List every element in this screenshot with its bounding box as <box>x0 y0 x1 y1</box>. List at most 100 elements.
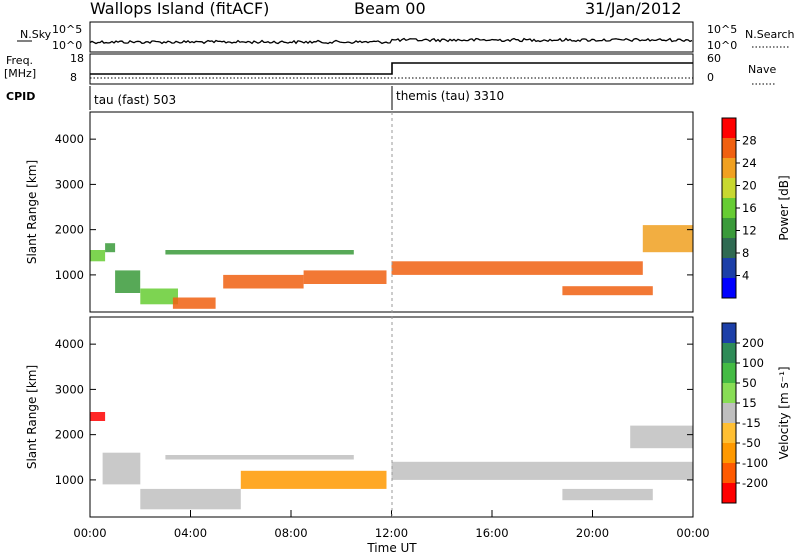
cpid-label: CPID <box>6 90 35 103</box>
colorbar-label-5: 8 <box>742 246 749 260</box>
scatter-band-8 <box>391 261 643 275</box>
nsky-strip: N.Sky 10^5 10^0 10^5 10^0 N.Search <box>17 21 795 53</box>
ytick-label-3: 4000 <box>55 337 84 351</box>
colorbar-segment-7 <box>722 138 736 158</box>
velocity-marks <box>90 412 693 510</box>
freq-tick-bottom: 8 <box>70 71 77 84</box>
colorbar-segment-1 <box>722 258 736 278</box>
nsearch-tick-bottom: 10^0 <box>707 39 737 52</box>
colorbar-label-2: 20 <box>742 179 757 193</box>
xtick-label-3: 12:00 <box>375 526 408 540</box>
scatter-band-6 <box>303 270 387 284</box>
ytick-label-0: 1000 <box>55 268 84 282</box>
colorbar-label-1: 100 <box>742 356 764 370</box>
colorbar-label-0: 200 <box>742 336 764 350</box>
power-ylabel: Slant Range [km] <box>25 160 39 264</box>
scatter-band-0 <box>90 412 106 421</box>
ytick-label-3: 4000 <box>55 132 84 146</box>
freq-tick-top: 18 <box>70 52 84 65</box>
scatter-band-2 <box>115 270 141 293</box>
x-ticks: 00:00 04:00 08:00 12:00 16:00 20:00 00:00 <box>73 510 710 540</box>
scatter-band-4 <box>165 455 354 460</box>
ytick-label-0: 1000 <box>55 473 84 487</box>
power-colorbar-label: Power [dB] <box>777 175 791 240</box>
colorbar-segment-8 <box>722 118 736 138</box>
cpid-segment-1: themis (tau) 3310 <box>396 89 504 103</box>
scatter-band-5 <box>391 461 693 480</box>
scatter-band-3 <box>240 470 387 489</box>
velocity-ylabel: Slant Range [km] <box>25 365 39 469</box>
nsky-trace <box>89 37 693 45</box>
scatter-band-1 <box>102 452 141 485</box>
colorbar-segment-0 <box>722 483 736 503</box>
colorbar-label-5: -50 <box>742 436 761 450</box>
power-colorbar: 28 24 20 16 12 8 4 <box>721 117 757 299</box>
power-yticks: 1000 2000 3000 4000 <box>55 132 693 282</box>
colorbar-label-0: 28 <box>742 134 757 148</box>
colorbar-segment-2 <box>722 238 736 258</box>
velocity-colorbar: 200 100 50 15 -15 -50 -100 -200 <box>721 322 768 504</box>
beam-title: Beam 00 <box>354 0 426 18</box>
colorbar-segment-3 <box>722 423 736 443</box>
colorbar-segment-1 <box>722 463 736 483</box>
colorbar-label-1: 24 <box>742 156 757 170</box>
cpid-segment-0: tau (fast) 503 <box>94 93 176 107</box>
nsky-tick-top: 10^5 <box>52 23 82 36</box>
scatter-band-0 <box>90 250 106 262</box>
xtick-label-6: 00:00 <box>676 526 709 540</box>
ytick-label-1: 2000 <box>55 428 84 442</box>
colorbar-label-6: -100 <box>742 456 768 470</box>
colorbar-label-2: 50 <box>742 376 757 390</box>
colorbar-segment-5 <box>722 383 736 403</box>
colorbar-segment-7 <box>722 343 736 363</box>
scatter-band-3 <box>140 288 178 305</box>
scatter-band-7 <box>630 425 693 449</box>
xtick-label-4: 16:00 <box>475 526 508 540</box>
colorbar-segment-5 <box>722 178 736 198</box>
freq-strip: Freq. [MHz] 18 8 60 0 Nave <box>4 52 776 85</box>
nsearch-label: N.Search <box>745 28 795 41</box>
nave-tick-bottom: 0 <box>707 71 714 84</box>
date-title: 31/Jan/2012 <box>585 0 682 18</box>
colorbar-label-4: -15 <box>742 416 761 430</box>
scatter-band-7 <box>165 250 354 255</box>
scatter-band-4 <box>172 297 216 309</box>
nsky-label: N.Sky <box>20 28 52 41</box>
scatter-band-6 <box>562 488 653 501</box>
colorbar-segment-0 <box>722 278 736 298</box>
freq-trace <box>90 62 693 75</box>
power-panel: 1000 2000 3000 4000 Slant Range [km] <box>25 111 694 313</box>
colorbar-frame <box>721 322 737 504</box>
scatter-band-1 <box>105 243 116 253</box>
xtick-label-5: 20:00 <box>576 526 609 540</box>
nave-tick-top: 60 <box>707 52 721 65</box>
nsearch-tick-top: 10^5 <box>707 23 737 36</box>
xtick-label-1: 04:00 <box>174 526 207 540</box>
colorbar-label-7: -200 <box>742 476 768 490</box>
cpid-strip: CPID tau (fast) 503 themis (tau) 3310 <box>6 86 504 110</box>
velocity-colorbar-label: Velocity [m s⁻¹] <box>777 366 791 459</box>
station-title: Wallops Island (fitACF) <box>90 0 269 18</box>
colorbar-segment-4 <box>722 198 736 218</box>
ytick-label-2: 3000 <box>55 382 84 396</box>
nave-label: Nave <box>748 63 776 76</box>
ytick-label-2: 3000 <box>55 177 84 191</box>
scatter-band-5 <box>223 274 304 289</box>
colorbar-segment-8 <box>722 323 736 343</box>
scatter-band-10 <box>642 225 694 253</box>
freq-unit: [MHz] <box>4 67 36 80</box>
colorbar-label-4: 12 <box>742 224 757 238</box>
colorbar-label-6: 4 <box>742 269 749 283</box>
nsky-tick-bottom: 10^0 <box>52 39 82 52</box>
ytick-label-1: 2000 <box>55 223 84 237</box>
colorbar-label-3: 15 <box>742 396 757 410</box>
freq-label: Freq. <box>6 54 33 67</box>
colorbar-segment-6 <box>722 363 736 383</box>
colorbar-segment-6 <box>722 158 736 178</box>
nsky-frame <box>89 21 694 53</box>
freq-frame <box>89 53 694 85</box>
velocity-panel: 1000 2000 3000 4000 Slant Range [km] 00:00 0… <box>25 316 710 554</box>
colorbar-label-3: 16 <box>742 201 757 215</box>
scatter-band-9 <box>562 286 653 296</box>
